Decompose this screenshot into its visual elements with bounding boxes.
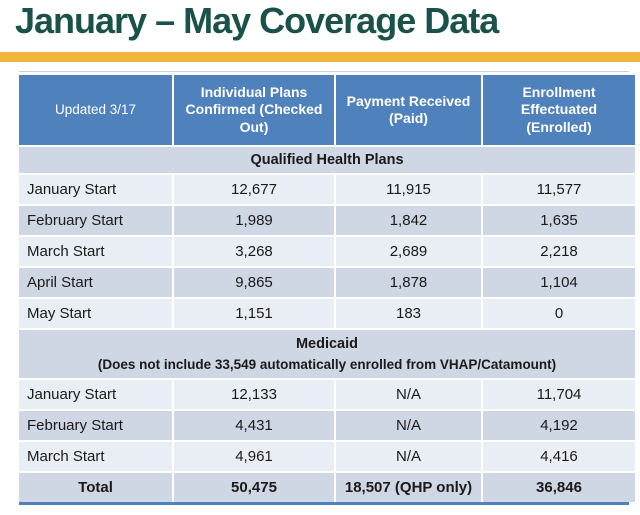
cell-qhp-february-enrolled: 1,635 bbox=[483, 206, 635, 235]
cell-total-paid: 18,507 (QHP only) bbox=[336, 473, 481, 502]
row-label-qhp-january: January Start bbox=[19, 175, 172, 204]
section-header-medicaid-title: Medicaid bbox=[295, 335, 359, 352]
cell-medicaid-march-confirmed: 4,961 bbox=[174, 442, 334, 471]
column-header-individual-plans: Individual Plans Confirmed (Checked Out) bbox=[174, 75, 334, 145]
cell-qhp-april-paid: 1,878 bbox=[336, 268, 481, 297]
cell-medicaid-february-paid: N/A bbox=[336, 411, 481, 440]
row-label-medicaid-march: March Start bbox=[19, 442, 172, 471]
cell-medicaid-january-confirmed: 12,133 bbox=[174, 380, 334, 409]
coverage-table: Updated 3/17 Individual Plans Confirmed … bbox=[19, 71, 635, 505]
cell-qhp-may-enrolled: 0 bbox=[483, 299, 635, 328]
cell-qhp-march-confirmed: 3,268 bbox=[174, 237, 334, 266]
cell-total-confirmed: 50,475 bbox=[174, 473, 334, 502]
column-header-updated: Updated 3/17 bbox=[19, 75, 172, 145]
row-label-qhp-may: May Start bbox=[19, 299, 172, 328]
cell-qhp-may-confirmed: 1,151 bbox=[174, 299, 334, 328]
cell-qhp-february-paid: 1,842 bbox=[336, 206, 481, 235]
cell-total-enrolled: 36,846 bbox=[483, 473, 635, 502]
cell-qhp-april-enrolled: 1,104 bbox=[483, 268, 635, 297]
cell-medicaid-january-enrolled: 11,704 bbox=[483, 380, 635, 409]
cell-medicaid-march-enrolled: 4,416 bbox=[483, 442, 635, 471]
cell-medicaid-january-paid: N/A bbox=[336, 380, 481, 409]
cell-qhp-january-confirmed: 12,677 bbox=[174, 175, 334, 204]
cell-qhp-march-enrolled: 2,218 bbox=[483, 237, 635, 266]
cell-qhp-may-paid: 183 bbox=[336, 299, 481, 328]
column-header-payment-received: Payment Received (Paid) bbox=[336, 75, 481, 145]
page-title: January – May Coverage Data bbox=[15, 0, 499, 41]
cell-qhp-march-paid: 2,689 bbox=[336, 237, 481, 266]
row-label-medicaid-january: January Start bbox=[19, 380, 172, 409]
row-label-medicaid-february: February Start bbox=[19, 411, 172, 440]
cell-qhp-april-confirmed: 9,865 bbox=[174, 268, 334, 297]
cell-medicaid-february-confirmed: 4,431 bbox=[174, 411, 334, 440]
cell-medicaid-march-paid: N/A bbox=[336, 442, 481, 471]
cell-qhp-january-enrolled: 11,577 bbox=[483, 175, 635, 204]
row-label-qhp-february: February Start bbox=[19, 206, 172, 235]
column-header-enrollment-effectuated: Enrollment Effectuated (Enrolled) bbox=[483, 75, 635, 145]
row-label-qhp-march: March Start bbox=[19, 237, 172, 266]
section-header-qhp: Qualified Health Plans bbox=[19, 147, 635, 173]
row-label-qhp-april: April Start bbox=[19, 268, 172, 297]
cell-qhp-january-paid: 11,915 bbox=[336, 175, 481, 204]
cell-qhp-february-confirmed: 1,989 bbox=[174, 206, 334, 235]
total-row-label: Total bbox=[19, 473, 172, 502]
section-header-medicaid-note: (Does not include 33,549 automatically e… bbox=[97, 356, 557, 372]
section-header-medicaid: Medicaid (Does not include 33,549 automa… bbox=[19, 330, 635, 378]
cell-medicaid-february-enrolled: 4,192 bbox=[483, 411, 635, 440]
accent-bar bbox=[0, 52, 640, 62]
